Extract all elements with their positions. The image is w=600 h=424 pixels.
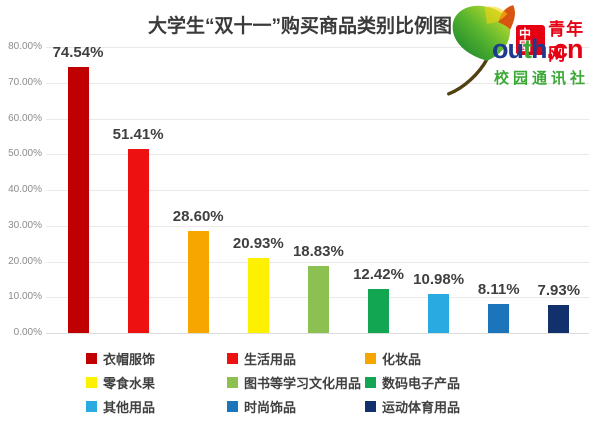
bar-衣帽服饰: [67, 67, 89, 333]
legend-swatch: [86, 353, 97, 364]
bar-value-label: 51.41%: [112, 126, 164, 143]
legend-item: 运动体育用品: [365, 399, 461, 415]
gridline: [46, 333, 589, 334]
logo-domain-ou: ou: [492, 34, 524, 64]
bar-时尚饰品: [488, 304, 510, 333]
chart-title: 大学生“双十一”购买商品类别比例图: [147, 16, 452, 37]
youth-cn-logo: 中國 青年网 outh.cn 校园通讯社: [438, 0, 600, 100]
legend-label: 图书等学习文化用品: [244, 376, 362, 391]
y-tick-label: 60.00%: [8, 112, 42, 124]
bar-化妆品: [187, 231, 209, 333]
legend-swatch: [86, 377, 97, 388]
gridline: [46, 225, 589, 227]
legend-label: 衣帽服饰: [103, 352, 156, 367]
legend-swatch: [227, 401, 238, 412]
legend-swatch: [365, 401, 376, 412]
legend-label: 零食水果: [103, 376, 156, 391]
logo-zhongguo-badge: 中國: [516, 25, 546, 55]
bar-图书等学习文化用品: [307, 266, 329, 333]
legend-swatch: [227, 353, 238, 364]
logo-domain-text: outh.cn: [492, 34, 584, 64]
bar-value-label: 8.11%: [477, 281, 520, 298]
legend-item: 衣帽服饰: [86, 351, 227, 367]
y-axis: 0.00% 10.00% 20.00% 30.00% 40.00% 50.00% 60.00…: [0, 0, 42, 424]
bar-value-label: 28.60%: [172, 208, 224, 225]
legend-label: 运动体育用品: [382, 400, 461, 415]
y-tick-label: 80.00%: [8, 41, 42, 52]
y-tick-label: 70.00%: [8, 76, 42, 88]
bar-value-label: 74.54%: [52, 44, 104, 61]
bar-value-label: 20.93%: [232, 235, 284, 252]
gridline: [46, 118, 589, 120]
logo-domain-h: h: [531, 34, 547, 64]
y-tick-label: 30.00%: [8, 219, 42, 231]
bar-生活用品: [127, 149, 149, 333]
logo-qingnianwang-text: 青年网: [548, 20, 585, 64]
gridline: [46, 47, 589, 48]
y-tick-label: 50.00%: [8, 148, 42, 160]
bar-value-label: 12.42%: [353, 266, 404, 283]
legend-label: 数码电子产品: [382, 376, 461, 391]
logo-brand-line: 中國 青年网: [516, 15, 600, 65]
legend-item: 生活用品: [227, 351, 365, 367]
bar-其他用品: [428, 294, 450, 333]
plot-area: 74.54% 51.41% 28.60% 20.93% 18.83% 12.42% 10.9…: [46, 44, 589, 334]
bar-value-label: 18.83%: [292, 243, 344, 260]
legend-label: 化妆品: [382, 352, 422, 367]
legend-item: 其他用品: [86, 399, 227, 415]
y-tick-label: 10.00%: [8, 291, 42, 303]
legend-label: 时尚饰品: [244, 400, 297, 415]
logo-domain-cn: .cn: [546, 34, 584, 64]
legend-item: 图书等学习文化用品: [227, 375, 365, 391]
legend-swatch: [365, 353, 376, 364]
y-tick-label: 0.00%: [13, 327, 42, 338]
legend-label: 生活用品: [244, 352, 297, 367]
legend-item: 数码电子产品: [365, 375, 461, 391]
logo-subtitle-text: 校园通讯社: [494, 71, 590, 87]
gridline: [46, 190, 589, 191]
bar-零食水果: [247, 258, 269, 333]
gridline: [46, 154, 589, 156]
legend-swatch: [86, 401, 97, 412]
gridline: [46, 82, 589, 84]
gridline: [46, 261, 589, 263]
legend-item: 零食水果: [86, 375, 227, 391]
legend-swatch: [365, 377, 376, 388]
legend-item: 时尚饰品: [227, 399, 365, 415]
ginkgo-leaf-icon: [447, 5, 515, 96]
bar-value-label: 7.93%: [537, 282, 581, 299]
legend-item: 化妆品: [365, 351, 460, 367]
legend-label: 其他用品: [103, 400, 156, 415]
bar-数码电子产品: [368, 289, 389, 333]
logo-domain-t: t: [523, 34, 532, 64]
bar-value-label: 10.98%: [413, 271, 465, 288]
legend-swatch: [227, 377, 238, 388]
legend: 衣帽服饰 生活用品 化妆品零食水果 图书等学习文化用品 数码电子产品其他用品 时尚饰品 运动…: [86, 351, 461, 415]
y-tick-label: 20.00%: [8, 255, 42, 267]
bar-运动体育用品: [548, 305, 570, 333]
y-tick-label: 40.00%: [8, 184, 42, 195]
